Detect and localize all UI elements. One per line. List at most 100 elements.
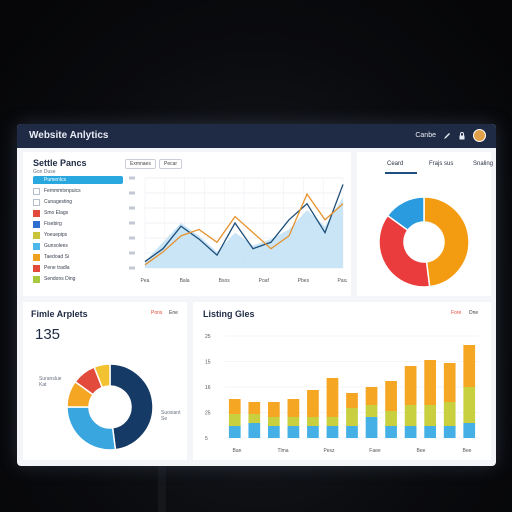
edit-icon[interactable] bbox=[443, 132, 451, 140]
bar-panel: Listing Gles Fore Dne 25 15 16 25 5 Ban Tlma Pe… bbox=[193, 302, 491, 460]
sidebar-item[interactable]: Taedoad Si bbox=[33, 253, 123, 261]
bar-blue bbox=[463, 423, 476, 438]
sidebar-item[interactable]: Pene tradla bbox=[33, 264, 123, 272]
y-tick-mark bbox=[129, 236, 135, 240]
bar-blue bbox=[228, 426, 241, 438]
sidebar-item-label: Yoeuepips bbox=[44, 232, 68, 238]
sidebar-item-label: Gunsolees bbox=[44, 243, 68, 249]
legend-swatch bbox=[33, 264, 40, 272]
sidebar-item-label: Fisebirg bbox=[44, 221, 62, 227]
tab-ceard[interactable]: Ceard bbox=[387, 161, 404, 167]
sidebar-item[interactable]: Gunsolees bbox=[33, 242, 123, 250]
x-tick-label: Poaf bbox=[259, 278, 270, 284]
bar-blue bbox=[287, 426, 300, 438]
sidebar-item-label: Pene tradla bbox=[44, 265, 70, 271]
bar-orange bbox=[248, 402, 261, 414]
sidebar-item-label: Pumenlcs bbox=[44, 177, 66, 183]
x-tick-label: Tlma bbox=[277, 448, 288, 454]
sidebar-item-label: Femmmtvnpuics bbox=[44, 188, 81, 194]
panel-title: Listing Gles bbox=[203, 309, 255, 319]
tab-frajs[interactable]: Frajs sus bbox=[429, 161, 454, 167]
sidebar-item[interactable]: Smo Elags bbox=[33, 209, 123, 217]
line-series-orange bbox=[144, 192, 344, 266]
y-tick-label: 25 bbox=[205, 411, 211, 417]
bar-yellow bbox=[365, 405, 378, 417]
legend-swatch bbox=[33, 187, 40, 195]
bar-blue bbox=[326, 426, 339, 438]
metric-value: 135 bbox=[35, 326, 61, 343]
legend-label: Dne bbox=[469, 310, 479, 316]
sidebar-item[interactable]: Fisebirg bbox=[33, 220, 123, 228]
sidebar-item[interactable]: Pumenlcs bbox=[33, 176, 123, 184]
y-tick-mark bbox=[129, 176, 135, 180]
bar-yellow bbox=[404, 405, 417, 426]
bar-blue bbox=[248, 423, 261, 438]
bar-blue bbox=[443, 426, 456, 438]
title-bar: Website Anlytics Canbe bbox=[17, 124, 496, 148]
panel-title: Fimle Arplets bbox=[31, 309, 88, 319]
x-tick-label: Bsos bbox=[219, 278, 231, 284]
panel-title: Settle Pancs bbox=[33, 158, 87, 168]
bar-blue bbox=[404, 426, 417, 438]
x-tick-label: Pea bbox=[141, 278, 150, 284]
bar-yellow bbox=[346, 408, 358, 426]
bar-yellow bbox=[307, 417, 319, 426]
donut-slice-orange bbox=[423, 196, 470, 288]
donut-chart bbox=[66, 363, 154, 451]
donut-slice-blue bbox=[66, 406, 117, 451]
bar-blue bbox=[346, 426, 358, 438]
area-series bbox=[145, 197, 343, 268]
legend-swatch bbox=[33, 253, 40, 261]
legend-label: Fore bbox=[451, 310, 462, 316]
bar-yellow bbox=[287, 417, 300, 426]
bar-orange bbox=[463, 345, 476, 387]
sidebar-item-label: Cunagesting bbox=[44, 199, 73, 205]
panel-subtitle: Gon Duse bbox=[33, 169, 56, 175]
x-tick-label: Bee bbox=[417, 448, 426, 454]
bar-yellow bbox=[248, 414, 261, 423]
bar-chart: 25 15 16 25 5 Ban Tlma Pesz Faee Bee Bee bbox=[205, 334, 479, 454]
bar-orange bbox=[385, 381, 397, 411]
y-tick-mark bbox=[129, 206, 135, 210]
bar-orange bbox=[287, 399, 300, 417]
callout-label: Suranslue Kat bbox=[39, 376, 62, 388]
y-tick-label: 5 bbox=[205, 436, 208, 442]
callout-label: Suosiant Se bbox=[161, 410, 181, 422]
bar-blue bbox=[267, 426, 280, 438]
bar-yellow bbox=[326, 417, 339, 426]
sidebar-item-label: Smo Elags bbox=[44, 210, 69, 216]
lock-icon[interactable] bbox=[458, 131, 466, 140]
bar-orange bbox=[346, 393, 358, 408]
bar-blue bbox=[424, 426, 437, 438]
tab-snaling[interactable]: Snaling bbox=[473, 161, 494, 167]
avatar[interactable] bbox=[473, 129, 486, 142]
traffic-panel: Settle Pancs Gon Duse Exmnaes Pecar Pume… bbox=[23, 152, 351, 296]
y-tick-mark bbox=[129, 251, 135, 255]
x-tick-label: Pbes bbox=[298, 278, 310, 284]
filter-chip[interactable]: Exmnaes bbox=[125, 159, 156, 169]
legend-swatch bbox=[33, 220, 40, 228]
legend-swatch bbox=[33, 198, 40, 206]
sidebar-item[interactable]: Cunagesting bbox=[33, 198, 123, 206]
donut-slice-blue bbox=[386, 196, 425, 232]
legend-swatch bbox=[33, 231, 40, 239]
x-tick-label: Ban bbox=[233, 448, 242, 454]
sidebar-item[interactable]: Femmmtvnpuics bbox=[33, 187, 123, 195]
sidebar-item[interactable]: Sendons Ding bbox=[33, 275, 123, 283]
bar-yellow bbox=[267, 417, 280, 426]
bar-orange bbox=[267, 402, 280, 417]
dashboard-window: Website Anlytics Canbe Settle Pancs Gon … bbox=[17, 124, 496, 466]
filter-chip[interactable]: Pecar bbox=[159, 159, 183, 169]
x-tick-label: Faee bbox=[369, 448, 381, 454]
bar-yellow bbox=[228, 414, 241, 426]
sidebar-item[interactable]: Yoeuepips bbox=[33, 231, 123, 239]
y-tick-mark bbox=[129, 266, 135, 270]
titlebar-label[interactable]: Canbe bbox=[415, 132, 436, 139]
legend-label: Ene bbox=[169, 310, 178, 316]
donut-slice-yellow bbox=[93, 363, 111, 389]
donut-chart bbox=[378, 196, 470, 288]
sidebar-item-label: Taedoad Si bbox=[44, 254, 70, 260]
donut-panel: Ceard Frajs sus Snaling bbox=[357, 152, 494, 296]
donut-slice-red bbox=[378, 214, 431, 288]
x-tick-label: Bee bbox=[463, 448, 472, 454]
